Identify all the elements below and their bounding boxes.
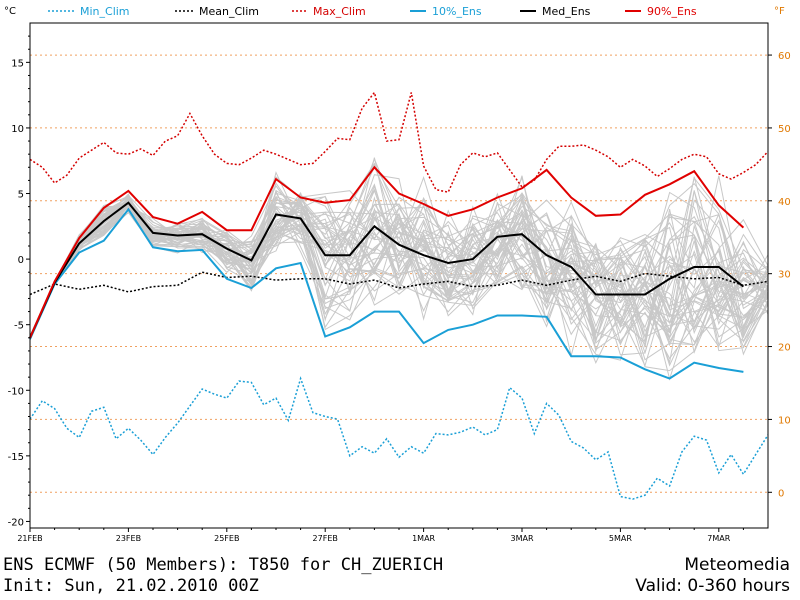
x-tick-label: 23FEB: [116, 534, 141, 543]
y-tick-label: -10: [8, 386, 24, 397]
y-tick-label: -15: [8, 452, 24, 463]
unit-celsius-label: °C: [4, 6, 16, 17]
x-tick-label: 3MAR: [510, 534, 533, 543]
min-clim-line: [29, 376, 769, 500]
ensemble-member-line: [30, 205, 768, 341]
y-tick-label: 15: [11, 58, 24, 69]
f-tick-label: 60: [778, 51, 791, 62]
ens-median-line: [29, 201, 745, 339]
ensemble-member-line: [30, 189, 768, 340]
ensemble-member-line: [30, 191, 768, 348]
f-tick-label: 50: [778, 124, 791, 135]
f-tick-label: 10: [778, 415, 791, 426]
ensemble-member-line: [30, 204, 768, 338]
brand-label: Meteomedia: [684, 555, 790, 575]
ensemble-member-line: [30, 194, 768, 338]
legend-label-mean: Mean_Clim: [199, 5, 259, 18]
chart-title: ENS ECMWF (50 Members): T850 for CH_ZUER…: [3, 555, 444, 575]
y-tick-label: 5: [18, 190, 24, 201]
ensemble-member-line: [30, 181, 768, 372]
x-tick-label: 1MAR: [412, 534, 435, 543]
legend-label-min: Min_Clim: [80, 5, 130, 18]
f-tick-label: 20: [778, 343, 791, 354]
f-tick-label: 0: [778, 488, 784, 499]
y-tick-label: 0: [18, 255, 24, 266]
x-tick-label: 25FEB: [214, 534, 239, 543]
ensemble-members: [30, 157, 768, 381]
x-tick-label: 7MAR: [707, 534, 730, 543]
legend-label-max: Max_Clim: [313, 5, 366, 18]
ensemble-member-line: [30, 205, 768, 338]
ens-10pct-line: [29, 207, 744, 380]
legend-label-med: Med_Ens: [542, 5, 591, 18]
x-tick-label: 27FEB: [313, 534, 338, 543]
legend-label-p10: 10%_Ens: [432, 5, 482, 18]
valid-range: Valid: 0-360 hours: [635, 576, 790, 596]
y-tick-label: -5: [14, 321, 24, 332]
unit-fahrenheit-label: °F: [774, 6, 785, 17]
x-tick-label: 21FEB: [17, 534, 42, 543]
max-clim-line: [29, 90, 769, 194]
ensemble-member-line: [30, 192, 768, 344]
ensemble-member-line: [30, 176, 768, 338]
init-time: Init: Sun, 21.02.2010 00Z: [3, 576, 259, 596]
f-tick-label: 40: [778, 197, 791, 208]
legend-label-p90: 90%_Ens: [647, 5, 697, 18]
ensemble-member-line: [30, 199, 768, 339]
ens-90pct-line: [29, 165, 745, 339]
x-tick-label: 5MAR: [609, 534, 632, 543]
y-tick-label: -20: [8, 517, 24, 528]
f-tick-label: 30: [778, 270, 791, 281]
ensemble-member-line: [30, 190, 768, 340]
y-tick-label: 10: [11, 124, 24, 135]
